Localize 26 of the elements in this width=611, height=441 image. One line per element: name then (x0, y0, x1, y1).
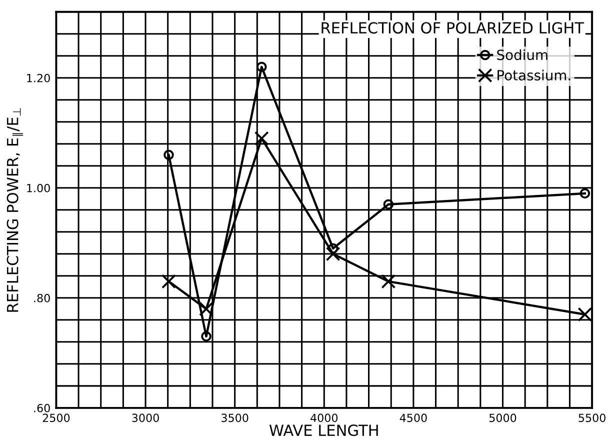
text: REFLECTION OF POLARIZED LIGHT (322, 22, 584, 34)
x-tick-label: 3000 (132, 414, 159, 422)
x-tick-label: 2500 (42, 414, 70, 422)
y-axis-title: REFLECTING POWER, E$_{∥}$/E$_{⊥}$ (6, 108, 23, 312)
y-tick-label: 1.00 (27, 184, 50, 192)
point (381, 274, 396, 289)
point (254, 131, 269, 146)
point (256, 62, 267, 72)
y-tick-label: 1.20 (27, 74, 50, 82)
x-tick-label: 3500 (222, 414, 248, 422)
legend-label: Potassium. (498, 70, 570, 80)
x-tick-label: 5500 (578, 414, 606, 422)
x-tick-label: 4000 (310, 414, 338, 422)
legend-label: Sodium (497, 49, 548, 60)
point (383, 199, 394, 210)
point (326, 246, 340, 262)
point (201, 331, 212, 342)
point (199, 302, 214, 316)
point (580, 188, 590, 199)
y-tick-label: .60 (34, 404, 50, 412)
x-tick-label: 4500 (400, 414, 427, 422)
point (164, 150, 174, 160)
x-axis-title: WAVE LENGTH (269, 424, 378, 436)
y-tick-label: .80 (34, 294, 50, 302)
x-tick-label: 5000 (489, 414, 516, 422)
point (162, 274, 176, 289)
